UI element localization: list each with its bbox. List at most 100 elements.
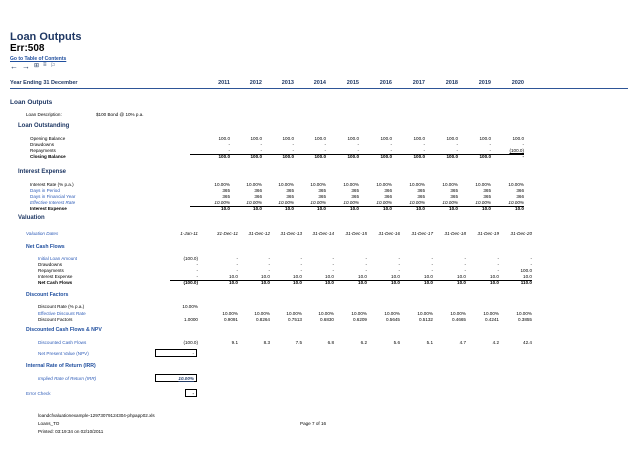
ncf-cell: - <box>365 262 367 267</box>
df-cell: 0.4665 <box>451 317 466 322</box>
outstanding-cell: - <box>357 142 359 147</box>
interest-cell: 10.0 <box>253 206 262 211</box>
year-header-2015: 2015 <box>346 80 359 86</box>
valuation-date: 31-Dec-18 <box>444 231 466 236</box>
flag-icon[interactable]: ⚐ <box>50 63 56 69</box>
year-header-label: Year Ending 31 December <box>10 80 78 86</box>
year-header-2013: 2013 <box>281 80 294 86</box>
interest-cell: 366 <box>516 188 524 193</box>
ncf-cell: 10.0 <box>229 280 238 285</box>
ncf-cell: - <box>196 268 198 273</box>
npv-value: - <box>155 349 197 357</box>
outstanding-row-label: Drawdowns <box>30 142 54 147</box>
interest-cell: 366 <box>384 194 392 199</box>
interest-cell: 366 <box>254 188 262 193</box>
arrow-right-icon[interactable]: → <box>22 62 30 71</box>
ncf-cell: - <box>398 268 400 273</box>
year-header-2017: 2017 <box>412 80 425 86</box>
outstanding-cell: - <box>324 148 326 153</box>
loan-description-value: $100 Bond @ 10% p.a. <box>96 112 144 117</box>
df-cell: 1.0000 <box>183 317 198 322</box>
df-cell: 0.8264 <box>255 317 270 322</box>
interest-cell: 10.0 <box>350 206 359 211</box>
ncf-cell: - <box>398 256 400 261</box>
valuation-date: 31-Dec-17 <box>411 231 433 236</box>
interest-cell: 10.00% <box>278 182 294 187</box>
ncf-cell: - <box>196 274 198 279</box>
outstanding-cell: - <box>260 142 262 147</box>
interest-row-label: Effective Interest Rate <box>30 200 76 205</box>
interest-cell: 10.00% <box>442 182 458 187</box>
net-cash-flows-heading: Net Cash Flows <box>26 244 65 250</box>
ncf-cell: 10.0 <box>490 274 499 279</box>
interest-cell: 10.00% <box>343 200 359 205</box>
ncf-cell: 10.0 <box>391 280 400 285</box>
dcf-cell: 4.7 <box>459 340 466 345</box>
interest-cell: 10.0 <box>482 206 491 211</box>
df-cell: 10.00% <box>450 311 466 316</box>
interest-cell: 366 <box>254 194 262 199</box>
df-cell: 10.00% <box>222 311 238 316</box>
valuation-date: 31-Dec-11 <box>216 231 238 236</box>
dcf-cell: 42.4 <box>523 340 532 345</box>
outstanding-cell: 100.0 <box>512 136 525 141</box>
interest-cell: 10.00% <box>246 200 262 205</box>
outstanding-cell: - <box>228 148 230 153</box>
toc-link[interactable]: Go to Table of Contents <box>10 56 67 62</box>
outstanding-cell: - <box>489 148 491 153</box>
arrow-left-icon[interactable]: ← <box>10 62 18 71</box>
year-header-2012: 2012 <box>249 80 262 86</box>
irr-heading: Internal Rate of Return (IRR) <box>26 363 96 369</box>
valuation-date: 31-Dec-19 <box>477 231 499 236</box>
interest-cell: 365 <box>483 194 491 199</box>
outstanding-cell: (100.0) <box>509 148 524 153</box>
interest-cell: 365 <box>318 188 326 193</box>
outstanding-cell: - <box>292 148 294 153</box>
df-cell: 10.00% <box>182 304 198 309</box>
ncf-cell: - <box>300 256 302 261</box>
ncf-cell: 10.0 <box>424 274 433 279</box>
ncf-cell: 10.0 <box>261 274 270 279</box>
valuation-date: 31-Dec-15 <box>345 231 367 236</box>
list-icon[interactable]: ≡ <box>43 62 47 68</box>
interest-row-label: Interest Rate (% p.a.) <box>30 182 74 187</box>
valuation-date: 31-Dec-13 <box>280 231 302 236</box>
ncf-cell: - <box>431 256 433 261</box>
interest-cell: 10.00% <box>376 182 392 187</box>
ncf-cell: - <box>530 256 532 261</box>
grid-icon[interactable]: ⊞ <box>34 63 40 69</box>
ncf-cell: 10.0 <box>490 280 499 285</box>
outstanding-cell: - <box>390 142 392 147</box>
interest-cell: 365 <box>417 194 425 199</box>
outstanding-cell: - <box>390 148 392 153</box>
interest-cell: 10.0 <box>416 206 425 211</box>
df-row-label: Discount Factors <box>38 317 73 322</box>
outstanding-cell: - <box>292 142 294 147</box>
ncf-cell: - <box>268 262 270 267</box>
outstanding-cell: 100.0 <box>380 136 393 141</box>
interest-cell: 365 <box>417 188 425 193</box>
dcf-label: Discounted Cash Flows <box>38 340 87 345</box>
interest-cell: 10.0 <box>449 206 458 211</box>
year-header-2011: 2011 <box>218 80 230 86</box>
interest-cell: 10.00% <box>310 182 326 187</box>
header-divider <box>10 88 628 89</box>
error-check-value: - <box>185 389 197 397</box>
interest-cell: 10.00% <box>310 200 326 205</box>
dcf-cell: 5.1 <box>426 340 433 345</box>
outstanding-cell: 100.0 <box>446 136 459 141</box>
interest-cell: 366 <box>384 188 392 193</box>
interest-cell: 10.00% <box>508 182 524 187</box>
ncf-cell: 10.0 <box>261 280 270 285</box>
ncf-cell: - <box>332 256 334 261</box>
ncf-cell: - <box>300 268 302 273</box>
interest-cell: 10.0 <box>221 206 230 211</box>
ncf-cell: - <box>236 262 238 267</box>
ncf-cell: - <box>196 262 198 267</box>
interest-cell: 10.00% <box>246 182 262 187</box>
outstanding-cell: - <box>456 142 458 147</box>
outstanding-cell: 100.0 <box>347 154 360 159</box>
outstanding-cell: 100.0 <box>479 154 492 159</box>
outstanding-cell: 100.0 <box>218 136 231 141</box>
ncf-cell: (100.0) <box>183 256 198 261</box>
